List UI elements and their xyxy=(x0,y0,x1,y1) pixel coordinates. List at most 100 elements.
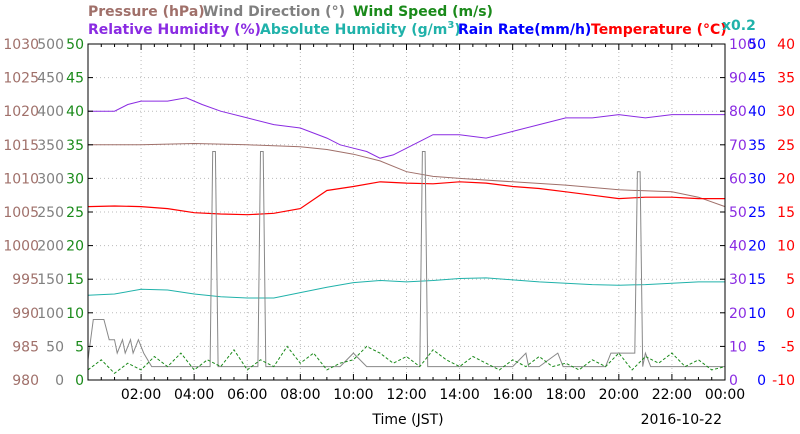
y-tick-label-pressure: 1015 xyxy=(3,138,39,154)
y-tick-label-wind_speed: 35 xyxy=(66,138,84,154)
y-tick-label-wind_speed: 10 xyxy=(66,306,84,322)
y-tick-label-wind_speed: 45 xyxy=(66,71,84,87)
y-tick-label-rain: 10 xyxy=(748,306,766,322)
y-tick-label-wind_dir: 100 xyxy=(37,306,64,322)
y-tick-label-rain: 20 xyxy=(748,239,766,255)
grid xyxy=(88,44,725,380)
y-tick-label-wind_dir: 150 xyxy=(37,272,64,288)
y-tick-label-wind_speed: 50 xyxy=(66,37,84,53)
y-tick-label-rh: 50 xyxy=(729,205,747,221)
y-tick-label-wind_speed: 25 xyxy=(66,205,84,221)
series-wind_speed xyxy=(87,345,726,374)
date-label: 2016-10-22 xyxy=(641,412,722,428)
y-tick-label-pressure: 985 xyxy=(12,339,39,355)
y-tick-label-pressure: 1020 xyxy=(3,104,39,120)
y-tick-label-temp: 5 xyxy=(786,272,795,288)
legend-pressure: Pressure (hPa) xyxy=(88,4,205,20)
y-tick-label-rh: 10 xyxy=(729,339,747,355)
y-tick-label-rain: 5 xyxy=(757,339,766,355)
x-tick-label: 14:00 xyxy=(439,387,479,403)
y-tick-label-wind_dir: 450 xyxy=(37,71,64,87)
y-tick-label-wind_dir: 350 xyxy=(37,138,64,154)
y-tick-label-temp: 25 xyxy=(777,138,795,154)
legend-wind-speed: Wind Speed (m/s) xyxy=(353,4,493,20)
y-tick-label-rh: 40 xyxy=(729,239,747,255)
legend-ah-suffix: ) xyxy=(454,22,460,38)
y-tick-label-rain: 15 xyxy=(748,272,766,288)
y-tick-label-temp: 40 xyxy=(777,37,795,53)
x-tick-label: 20:00 xyxy=(599,387,639,403)
legend-rain-rate: Rain Rate(mm/h) xyxy=(458,22,591,38)
y-tick-label-pressure: 1030 xyxy=(3,37,39,53)
y-tick-label-rain: 0 xyxy=(757,373,766,389)
y-tick-label-pressure: 1005 xyxy=(3,205,39,221)
x-tick-label: 00:00 xyxy=(705,387,745,403)
series-temp xyxy=(87,181,725,216)
y-tick-label-pressure: 990 xyxy=(12,306,39,322)
y-tick-label-wind_dir: 200 xyxy=(37,239,64,255)
y-tick-label-pressure: 1000 xyxy=(3,239,39,255)
y-tick-label-temp: 15 xyxy=(777,205,795,221)
y-tick-label-wind_speed: 0 xyxy=(75,373,84,389)
y-tick-label-temp: 10 xyxy=(777,239,795,255)
legend-wind-direction: Wind Direction (°) xyxy=(203,4,345,20)
y-tick-label-rh: 70 xyxy=(729,138,747,154)
y-tick-label-wind_speed: 20 xyxy=(66,239,84,255)
y-tick-label-wind_dir: 250 xyxy=(37,205,64,221)
legend-absolute-humidity: Absolute Humidity (g/m3) xyxy=(260,20,461,38)
y-tick-label-rh: 90 xyxy=(729,71,747,87)
y-tick-label-wind_dir: 400 xyxy=(37,104,64,120)
y-tick-label-rain: 40 xyxy=(748,104,766,120)
y-tick-label-wind_dir: 50 xyxy=(46,339,64,355)
y-tick-label-rh: 80 xyxy=(729,104,747,120)
legend-ah-sup: 3 xyxy=(447,20,454,31)
y-tick-label-temp: 30 xyxy=(777,104,795,120)
y-tick-label-temp: 20 xyxy=(777,171,795,187)
series-wind_dir xyxy=(87,151,725,368)
x-tick-label: 02:00 xyxy=(121,387,161,403)
y-tick-label-temp: -5 xyxy=(781,339,795,355)
y-tick-label-pressure: 995 xyxy=(12,272,39,288)
y-tick-label-wind_speed: 30 xyxy=(66,171,84,187)
y-tick-label-temp: 0 xyxy=(786,306,795,322)
x-tick-label: 12:00 xyxy=(386,387,426,403)
x-tick-label: 10:00 xyxy=(333,387,373,403)
series-pressure xyxy=(88,142,726,208)
y-tick-label-rh: 60 xyxy=(729,171,747,187)
y-tick-label-rain: 45 xyxy=(748,71,766,87)
x-tick-label: 04:00 xyxy=(174,387,214,403)
x-tick-label: 16:00 xyxy=(492,387,532,403)
series-rh xyxy=(88,97,725,159)
y-tick-label-wind_dir: 300 xyxy=(37,171,64,187)
series-wind_speed xyxy=(87,277,725,299)
x-tick-label: 08:00 xyxy=(280,387,320,403)
legend-relative-humidity: Relative Humidity (%) xyxy=(88,22,261,38)
y-tick-label-wind_speed: 15 xyxy=(66,272,84,288)
y-tick-label-wind_speed: 40 xyxy=(66,104,84,120)
y-tick-label-rh: 0 xyxy=(729,373,738,389)
y-tick-label-rh: 30 xyxy=(729,272,747,288)
legend-ah-prefix: Absolute Humidity (g/m xyxy=(260,22,447,38)
y-tick-label-wind_dir: 500 xyxy=(37,37,64,53)
y-tick-label-rh: 20 xyxy=(729,306,747,322)
y-tick-label-temp: 35 xyxy=(777,71,795,87)
legend-temperature: Temperature (°C) xyxy=(591,22,727,38)
y-tick-label-wind_speed: 5 xyxy=(75,339,84,355)
axis-ticks: 02:00 04:00 06:00 08:00 10:00 12:00 14:00 16:00… xyxy=(3,37,795,403)
y-tick-label-pressure: 980 xyxy=(12,373,39,389)
y-tick-label-pressure: 1010 xyxy=(3,171,39,187)
y-tick-label-temp: -10 xyxy=(772,373,795,389)
y-tick-label-wind_dir: 0 xyxy=(55,373,64,389)
y-tick-label-rain: 50 xyxy=(748,37,766,53)
x-tick-label: 22:00 xyxy=(652,387,692,403)
y-tick-label-pressure: 1025 xyxy=(3,71,39,87)
y-tick-label-rain: 35 xyxy=(748,138,766,154)
y-tick-label-rain: 30 xyxy=(748,171,766,187)
legend-rain-scale: x0.2 xyxy=(722,18,756,34)
x-tick-label: 18:00 xyxy=(546,387,586,403)
x-tick-label: 06:00 xyxy=(227,387,267,403)
x-axis-label: Time (JST) xyxy=(371,412,443,428)
y-tick-label-rain: 25 xyxy=(748,205,766,221)
y-tick-label-rh: 100 xyxy=(729,37,756,53)
